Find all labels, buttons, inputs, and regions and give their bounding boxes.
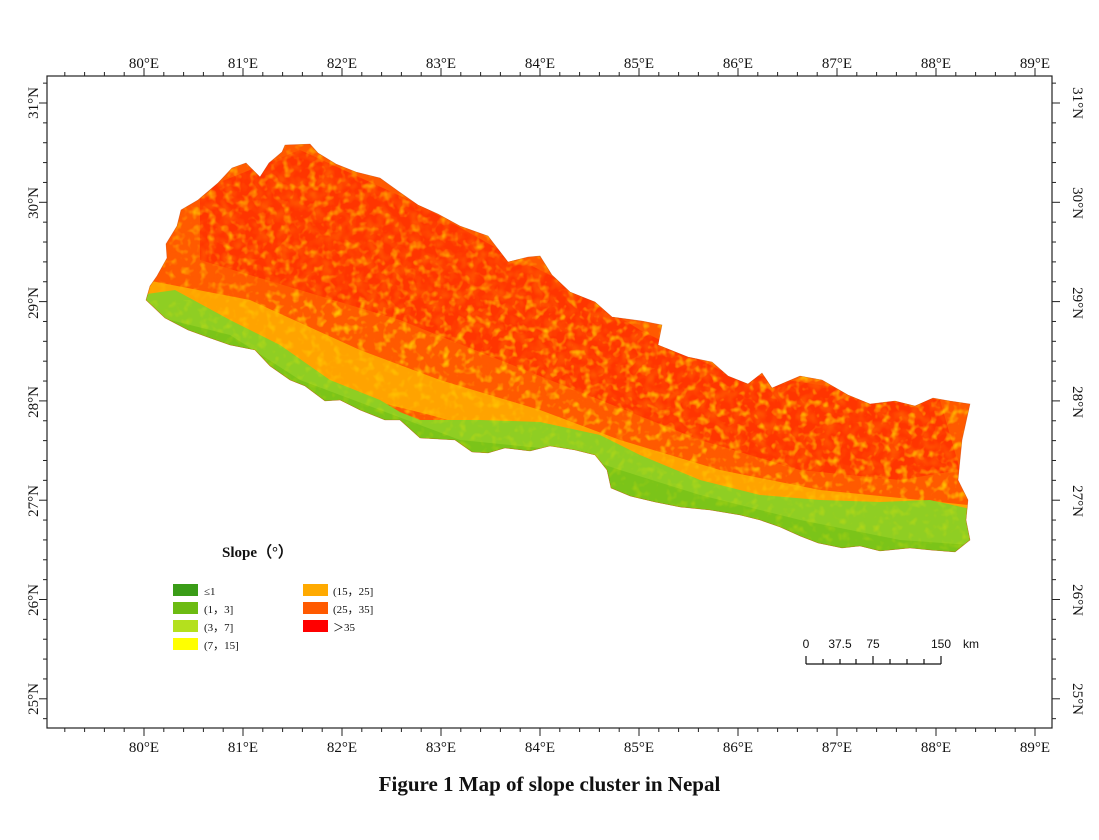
figure-caption: Figure 1 Map of slope cluster in Nepal: [378, 772, 721, 796]
lat-label: 31°N: [26, 87, 42, 119]
lon-label: 82°E: [327, 56, 357, 72]
frame-ticks: [39, 68, 1060, 736]
lat-label: 25°N: [1069, 683, 1085, 715]
latitude-labels-right: 31°N 30°N 29°N 28°N 27°N 26°N 25°N: [1069, 87, 1085, 715]
legend-label: (1，3]: [204, 604, 233, 616]
map-frame: [46, 75, 1053, 729]
legend-label: ＞35: [333, 622, 355, 634]
legend-label: (3，7]: [204, 622, 233, 634]
lat-label: 26°N: [26, 584, 42, 616]
lon-label: 88°E: [921, 740, 951, 756]
lon-label: 81°E: [228, 740, 258, 756]
lon-label: 85°E: [624, 56, 654, 72]
legend-label: ≤1: [204, 586, 216, 598]
legend-swatch: [173, 620, 198, 632]
lat-label: 29°N: [26, 287, 42, 319]
latitude-labels-left: 31°N 30°N 29°N 28°N 27°N 26°N 25°N: [26, 87, 42, 715]
legend-swatch: [303, 584, 328, 596]
slope-texture-terai: [146, 300, 970, 552]
legend-swatch: [173, 584, 198, 596]
lat-label: 30°N: [1069, 187, 1085, 219]
legend-swatch: [303, 620, 328, 632]
scale-label: 75: [866, 637, 880, 651]
scale-label: 37.5: [828, 637, 852, 651]
scale-label: 150: [931, 637, 951, 651]
lat-label: 25°N: [26, 683, 42, 715]
lat-label: 29°N: [1069, 287, 1085, 319]
longitude-labels-top: 80°E 81°E 82°E 83°E 84°E 85°E 86°E 87°E …: [129, 56, 1050, 72]
lat-label: 28°N: [1069, 386, 1085, 418]
lon-label: 88°E: [921, 56, 951, 72]
longitude-labels-bottom: 80°E 81°E 82°E 83°E 84°E 85°E 86°E 87°E …: [129, 740, 1050, 756]
lat-label: 27°N: [1069, 485, 1085, 517]
legend-label: (15，25]: [333, 586, 373, 598]
lat-label: 30°N: [26, 187, 42, 219]
legend-swatch: [173, 638, 198, 650]
lon-label: 89°E: [1020, 56, 1050, 72]
nepal-slope-raster: [146, 144, 970, 552]
lat-label: 31°N: [1069, 87, 1085, 119]
scale-label: 0: [803, 637, 810, 651]
lon-label: 87°E: [822, 740, 852, 756]
lon-label: 86°E: [723, 740, 753, 756]
legend-title: Slope（°）: [222, 543, 293, 561]
nepal-outline: [145, 143, 971, 553]
lon-label: 83°E: [426, 56, 456, 72]
lon-label: 80°E: [129, 740, 159, 756]
lon-label: 84°E: [525, 56, 555, 72]
lon-label: 80°E: [129, 56, 159, 72]
scale-bar: 0 37.5 75 150 km: [803, 637, 979, 665]
lon-label: 82°E: [327, 740, 357, 756]
legend-swatch: [303, 602, 328, 614]
lon-label: 86°E: [723, 56, 753, 72]
legend-label: (25，35]: [333, 604, 373, 616]
lat-label: 27°N: [26, 485, 42, 517]
lon-label: 84°E: [525, 740, 555, 756]
lon-label: 87°E: [822, 56, 852, 72]
legend-swatch: [173, 602, 198, 614]
lat-label: 26°N: [1069, 584, 1085, 616]
legend-label: (7，15]: [204, 640, 239, 652]
legend: Slope（°） ≤1 (1，3] (3，7] (7，15] (15，25] (…: [173, 543, 373, 652]
lat-label: 28°N: [26, 386, 42, 418]
lon-label: 83°E: [426, 740, 456, 756]
lon-label: 85°E: [624, 740, 654, 756]
lon-label: 81°E: [228, 56, 258, 72]
lon-label: 89°E: [1020, 740, 1050, 756]
scale-unit: km: [963, 637, 979, 651]
